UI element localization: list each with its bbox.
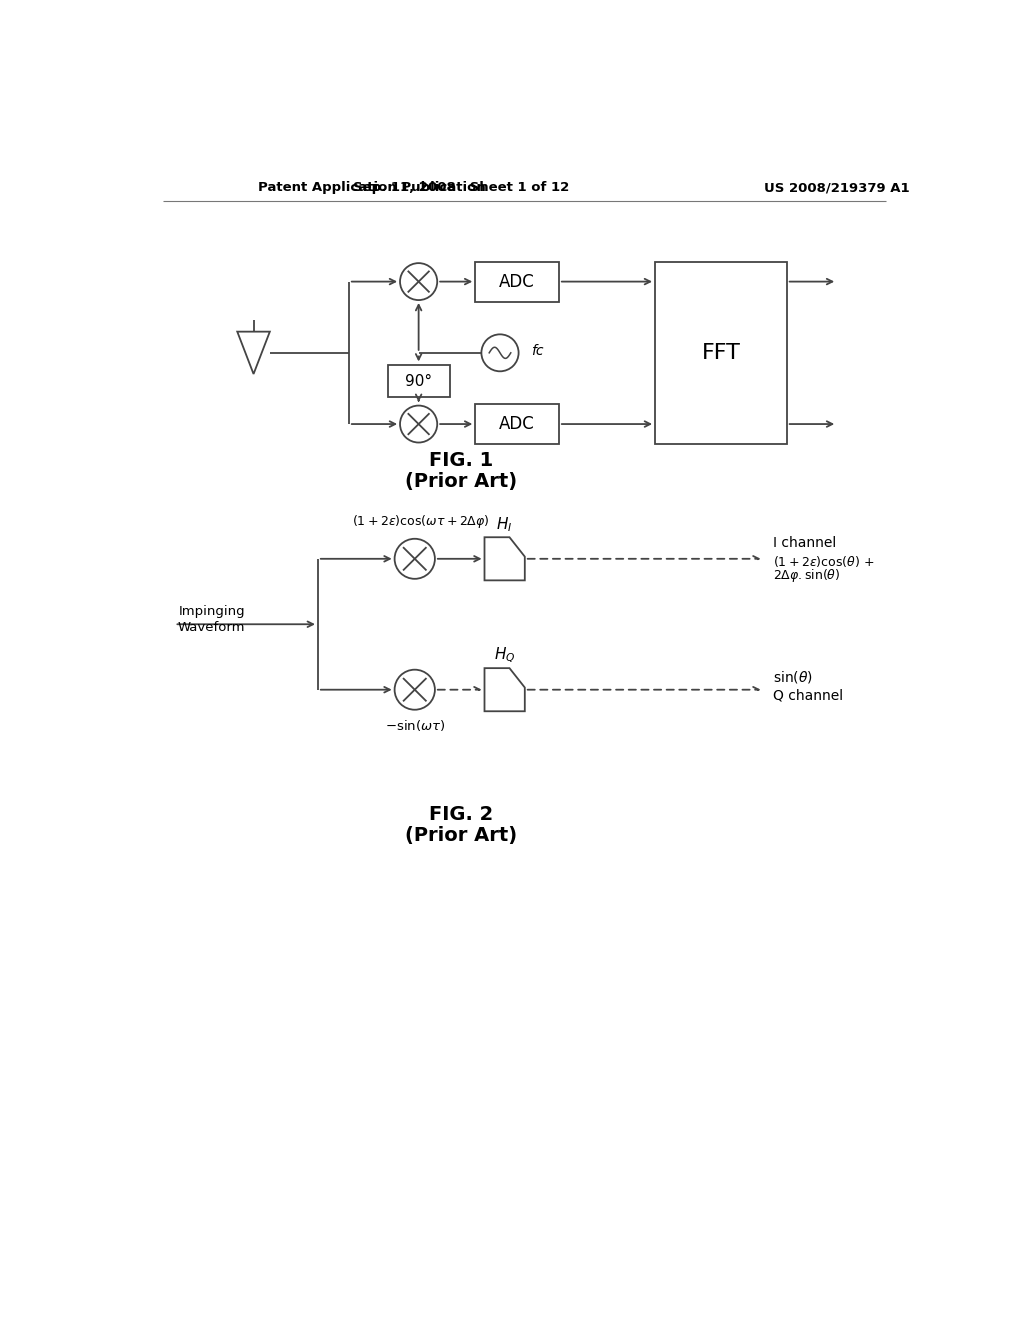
Text: Waveform: Waveform — [178, 620, 246, 634]
Text: $(1+2\varepsilon)\cos(\theta)$ +: $(1+2\varepsilon)\cos(\theta)$ + — [773, 554, 874, 569]
Text: $\sin(\theta)$: $\sin(\theta)$ — [773, 669, 813, 685]
Text: ADC: ADC — [499, 273, 535, 290]
Text: (Prior Art): (Prior Art) — [406, 826, 517, 846]
Text: Sep. 11, 2008   Sheet 1 of 12: Sep. 11, 2008 Sheet 1 of 12 — [353, 181, 569, 194]
Text: 90°: 90° — [406, 374, 432, 389]
Text: fᴄ: fᴄ — [531, 343, 544, 358]
Text: Impinging: Impinging — [178, 606, 245, 619]
Text: Q channel: Q channel — [773, 689, 843, 702]
Text: $-\sin(\omega\tau)$: $-\sin(\omega\tau)$ — [385, 718, 444, 733]
Bar — [475, 261, 559, 302]
Text: I channel: I channel — [773, 536, 836, 550]
Text: (Prior Art): (Prior Art) — [406, 473, 517, 491]
Bar — [475, 404, 559, 444]
Text: $H_Q$: $H_Q$ — [494, 647, 515, 665]
Text: Patent Application Publication: Patent Application Publication — [258, 181, 486, 194]
Text: FIG. 1: FIG. 1 — [429, 450, 494, 470]
Text: FIG. 2: FIG. 2 — [429, 805, 494, 824]
Bar — [655, 261, 786, 444]
Text: $(1+2\varepsilon)\cos(\omega\tau+2\Delta\varphi)$: $(1+2\varepsilon)\cos(\omega\tau+2\Delta… — [352, 513, 489, 531]
Text: $2\Delta\varphi.\sin(\theta)$: $2\Delta\varphi.\sin(\theta)$ — [773, 568, 841, 585]
Text: FFT: FFT — [701, 343, 740, 363]
Bar — [388, 366, 450, 397]
Text: US 2008/219379 A1: US 2008/219379 A1 — [764, 181, 909, 194]
Text: ADC: ADC — [499, 414, 535, 433]
Text: $H_I$: $H_I$ — [497, 516, 513, 535]
